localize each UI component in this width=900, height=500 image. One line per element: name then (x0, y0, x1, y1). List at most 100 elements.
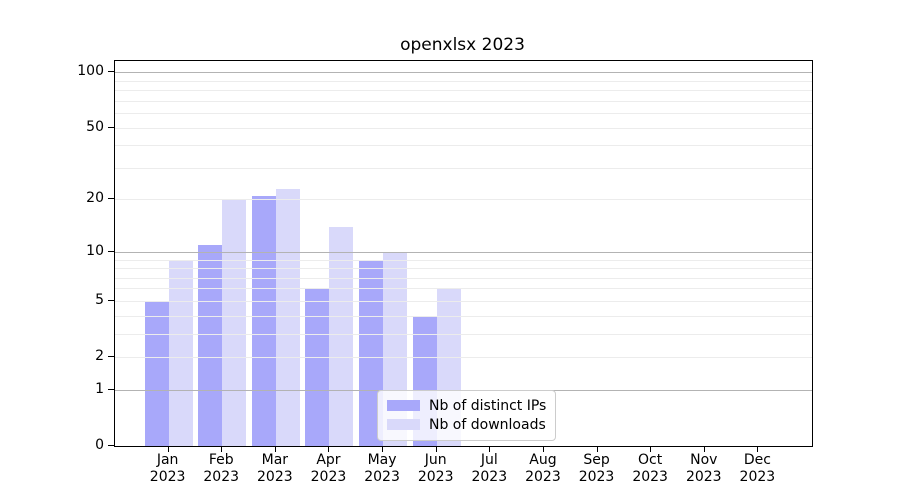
y-tick (108, 71, 114, 73)
legend-swatch-distinct-ips (387, 400, 420, 411)
chart-title: openxlsx 2023 (400, 35, 525, 55)
x-tick-year: 2023 (149, 469, 186, 485)
y-tick (108, 356, 114, 358)
x-tick-label-jan: Jan 2023 (133, 452, 203, 486)
x-tick-label-jul: Jul 2023 (454, 452, 524, 486)
minor-gridline (115, 357, 812, 359)
x-tick (221, 446, 223, 452)
bar-distinct-ips-jan (144, 300, 169, 446)
x-tick-year: 2023 (632, 469, 668, 485)
y-tick (108, 250, 114, 252)
legend: Nb of distinct IPs Nb of downloads (377, 390, 557, 441)
x-tick-month: Jan (156, 452, 179, 468)
y-tick-label: 0 (95, 437, 104, 453)
minor-gridline (115, 300, 812, 302)
x-tick-year: 2023 (739, 469, 776, 485)
x-tick-month: Jul (480, 452, 498, 468)
x-tick-label-feb: Feb 2023 (186, 452, 256, 486)
x-tick (167, 446, 169, 452)
minor-gridline (115, 199, 812, 201)
minor-gridline (115, 145, 812, 147)
x-tick-year: 2023 (685, 469, 722, 485)
minor-gridline (115, 80, 812, 82)
x-tick-year: 2023 (578, 469, 615, 485)
x-tick (703, 446, 705, 452)
x-tick (328, 446, 330, 452)
legend-label: Nb of downloads (429, 416, 546, 433)
bar-distinct-ips-mar (251, 195, 276, 446)
x-tick (596, 446, 598, 452)
x-tick-year: 2023 (257, 469, 293, 485)
x-tick (382, 446, 384, 452)
x-tick-month: Oct (638, 452, 663, 468)
x-tick-year: 2023 (364, 469, 400, 485)
y-tick-label: 50 (86, 118, 104, 135)
bar-downloads-apr (329, 226, 354, 446)
minor-gridline (115, 277, 812, 279)
x-tick (489, 446, 491, 452)
bar-distinct-ips-apr (305, 288, 330, 446)
x-tick-label-jun: Jun 2023 (401, 452, 471, 486)
x-tick-year: 2023 (310, 469, 347, 485)
x-tick-label-dec: Dec 2023 (722, 452, 792, 486)
x-tick-year: 2023 (471, 469, 508, 485)
x-tick (757, 446, 759, 452)
x-tick-month: Aug (529, 452, 557, 468)
legend-item-distinct-ips: Nb of distinct IPs (387, 396, 546, 415)
minor-gridline (115, 113, 812, 115)
minor-gridline (115, 288, 812, 290)
x-tick-month: Jun (424, 452, 447, 468)
minor-gridline (115, 127, 812, 129)
x-tick-month: Dec (743, 452, 771, 468)
y-tick (108, 126, 114, 128)
bar-downloads-feb (222, 199, 247, 446)
y-tick-label: 2 (95, 348, 104, 365)
minor-gridline (115, 268, 812, 270)
y-tick-label: 5 (95, 291, 104, 308)
legend-swatch-downloads (387, 419, 420, 430)
y-tick (108, 388, 114, 390)
x-tick-label-oct: Oct 2023 (615, 452, 685, 486)
x-tick-year: 2023 (525, 469, 561, 485)
y-tick (108, 445, 114, 446)
x-tick-label-sep: Sep 2023 (562, 452, 632, 486)
x-tick (435, 446, 437, 452)
y-tick-label: 1 (95, 380, 104, 397)
x-tick (650, 446, 652, 452)
y-tick (108, 299, 114, 301)
x-tick-label-apr: Apr 2023 (293, 452, 363, 486)
x-tick-month: Mar (261, 452, 289, 468)
x-tick-month: Sep (583, 452, 610, 468)
y-tick (108, 198, 114, 200)
x-tick-label-aug: Aug 2023 (508, 452, 578, 486)
minor-gridline (115, 167, 812, 169)
major-gridline (115, 251, 812, 253)
x-tick (542, 446, 544, 452)
x-tick-label-mar: Mar 2023 (240, 452, 310, 486)
major-gridline (115, 72, 812, 74)
legend-item-downloads: Nb of downloads (387, 415, 546, 434)
minor-gridline (115, 90, 812, 92)
y-tick-label: 20 (86, 190, 104, 207)
x-tick-month: Nov (690, 452, 718, 468)
x-tick-year: 2023 (203, 469, 240, 485)
x-tick-year: 2023 (417, 469, 454, 485)
bar-downloads-mar (275, 188, 300, 446)
y-tick-label: 10 (86, 242, 104, 259)
minor-gridline (115, 315, 812, 317)
y-tick-label: 100 (77, 63, 104, 80)
minor-gridline (115, 100, 812, 102)
legend-label: Nb of distinct IPs (429, 397, 547, 414)
x-tick-month: Apr (316, 452, 341, 468)
x-tick-month: Feb (208, 452, 234, 468)
plot-area (114, 60, 813, 447)
bar-downloads-jan (168, 259, 193, 446)
minor-gridline (115, 333, 812, 335)
grid-layer (115, 61, 812, 446)
x-tick-label-nov: Nov 2023 (669, 452, 739, 486)
minor-gridline (115, 259, 812, 261)
x-tick (274, 446, 276, 452)
x-tick-month: May (367, 452, 397, 468)
x-tick-label-may: May 2023 (347, 452, 417, 486)
